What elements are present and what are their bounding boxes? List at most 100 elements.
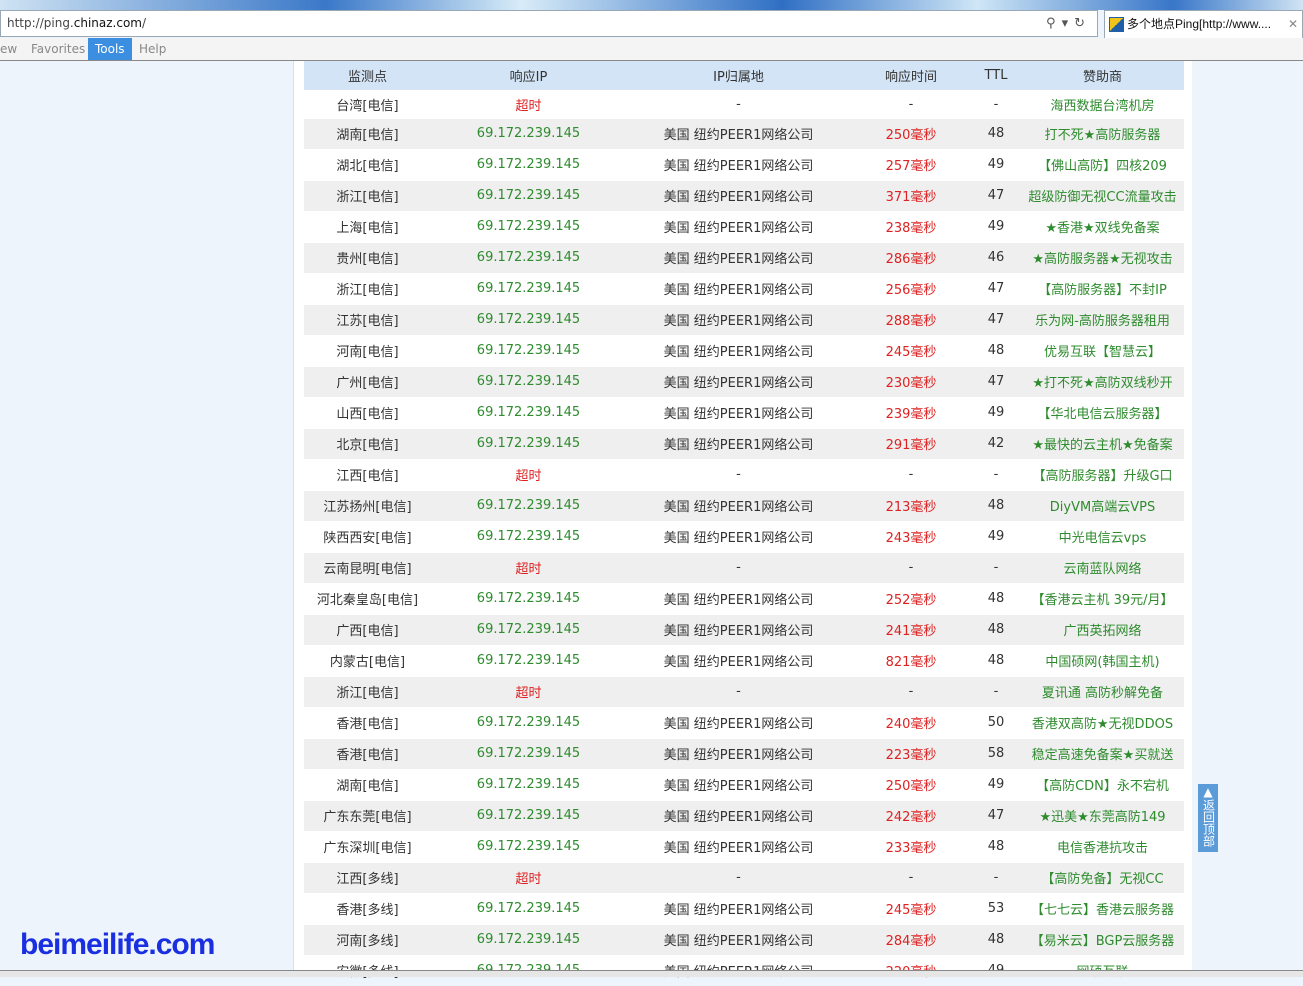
cell-location: 湖北[电信]: [304, 148, 431, 180]
cell-sponsor[interactable]: 【高防CDN】永不宕机: [1021, 768, 1184, 800]
cell-location: 河南[多线]: [304, 923, 431, 955]
menu-view[interactable]: ew: [0, 42, 18, 56]
cell-sponsor[interactable]: 中国硕网(韩国主机): [1021, 644, 1184, 676]
menu-tools[interactable]: Tools: [88, 38, 132, 60]
cell-ttl: 48: [971, 489, 1021, 521]
cell-response-time: 371毫秒: [851, 179, 971, 211]
cell-ttl: 47: [971, 365, 1021, 397]
cell-ip: 超时: [431, 89, 626, 118]
cell-ttl: 48: [971, 582, 1021, 614]
menu-favorites[interactable]: Favorites: [31, 42, 86, 56]
cell-sponsor[interactable]: 【七七云】香港云服务器: [1021, 892, 1184, 924]
cell-sponsor[interactable]: 稳定高速免备案★买就送: [1021, 737, 1184, 769]
cell-location: 香港[电信]: [304, 706, 431, 738]
cell-response-time: 242毫秒: [851, 799, 971, 831]
cell-sponsor[interactable]: 电信香港抗攻击: [1021, 830, 1184, 862]
cell-sponsor[interactable]: 优易互联【智慧云】: [1021, 334, 1184, 366]
tab-title: 多个地点Ping[http://www....: [1127, 17, 1272, 31]
cell-sponsor[interactable]: 乐为网-高防服务器租用: [1021, 303, 1184, 335]
cell-location: 广西[电信]: [304, 613, 431, 645]
cell-response-time: 250毫秒: [851, 117, 971, 149]
browser-tab[interactable]: 多个地点Ping[http://www.... ✕: [1104, 10, 1303, 38]
cell-sponsor[interactable]: 【佛山高防】四核209: [1021, 148, 1184, 180]
cell-location: 浙江[电信]: [304, 272, 431, 304]
cell-ttl: -: [971, 89, 1021, 118]
cell-sponsor[interactable]: DiyVM高端云VPS: [1021, 489, 1184, 521]
cell-response-time: 284毫秒: [851, 923, 971, 955]
cell-location: 北京[电信]: [304, 427, 431, 459]
header-location: 监测点: [304, 61, 431, 90]
cell-location: 内蒙古[电信]: [304, 644, 431, 676]
cell-sponsor[interactable]: ★迅美★东莞高防149: [1021, 799, 1184, 831]
cell-sponsor[interactable]: 香港双高防★无视DDOS: [1021, 706, 1184, 738]
cell-sponsor[interactable]: 超级防御无视CC流量攻击: [1021, 179, 1184, 211]
cell-response-time: 245毫秒: [851, 334, 971, 366]
cell-ip: 69.172.239.145: [431, 427, 626, 459]
cell-sponsor[interactable]: ★香港★双线免备案: [1021, 210, 1184, 242]
cell-sponsor[interactable]: 打不死★高防服务器: [1021, 117, 1184, 149]
table-row: 广东深圳[电信] 69.172.239.145 美国 纽约PEER1网络公司 233毫…: [304, 830, 1184, 862]
table-row: 江苏扬州[电信] 69.172.239.145 美国 纽约PEER1网络公司 213毫…: [304, 489, 1184, 521]
cell-ip: 69.172.239.145: [431, 923, 626, 955]
cell-sponsor[interactable]: ★最快的云主机★免备案: [1021, 427, 1184, 459]
dropdown-icon[interactable]: ▾: [1061, 16, 1075, 31]
cell-response-time: 241毫秒: [851, 613, 971, 645]
cell-sponsor[interactable]: 【高防服务器】升级G口: [1021, 458, 1184, 490]
cell-response-time: 257毫秒: [851, 148, 971, 180]
cell-location: 浙江[电信]: [304, 675, 431, 707]
table-row: 河北秦皇岛[电信] 69.172.239.145 美国 纽约PEER1网络公司 252…: [304, 582, 1184, 614]
cell-sponsor[interactable]: 【高防免备】无视CC: [1021, 861, 1184, 893]
table-row: 上海[电信] 69.172.239.145 美国 纽约PEER1网络公司 238毫秒 4…: [304, 210, 1184, 242]
table-row: 贵州[电信] 69.172.239.145 美国 纽约PEER1网络公司 286毫秒 4…: [304, 241, 1184, 273]
cell-response-time: 252毫秒: [851, 582, 971, 614]
cell-ip: 69.172.239.145: [431, 830, 626, 862]
back-to-top-button[interactable]: ▲ 返回顶部: [1198, 784, 1218, 852]
cell-response-time: 238毫秒: [851, 210, 971, 242]
cell-ip: 超时: [431, 861, 626, 893]
cell-ip-location: 美国 纽约PEER1网络公司: [626, 892, 851, 924]
table-row: 广州[电信] 69.172.239.145 美国 纽约PEER1网络公司 230毫秒 4…: [304, 365, 1184, 397]
cell-sponsor[interactable]: 【易米云】BGP云服务器: [1021, 923, 1184, 955]
cell-sponsor[interactable]: 云南蓝队网络: [1021, 551, 1184, 583]
cell-ip-location: 美国 纽约PEER1网络公司: [626, 179, 851, 211]
cell-sponsor[interactable]: 夏讯通 高防秒解免备: [1021, 675, 1184, 707]
back-to-top-label: 返回顶部: [1201, 799, 1216, 847]
cell-ttl: 49: [971, 148, 1021, 180]
table-row: 广西[电信] 69.172.239.145 美国 纽约PEER1网络公司 241毫秒 4…: [304, 613, 1184, 645]
cell-ip: 69.172.239.145: [431, 520, 626, 552]
cell-ttl: 49: [971, 396, 1021, 428]
cell-ttl: 48: [971, 830, 1021, 862]
cell-sponsor[interactable]: ★高防服务器★无视攻击: [1021, 241, 1184, 273]
cell-ip: 69.172.239.145: [431, 303, 626, 335]
close-tab-icon[interactable]: ✕: [1287, 17, 1298, 31]
cell-location: 山西[电信]: [304, 396, 431, 428]
cell-sponsor[interactable]: 中光电信云vps: [1021, 520, 1184, 552]
cell-ttl: 48: [971, 334, 1021, 366]
table-row: 河南[多线] 69.172.239.145 美国 纽约PEER1网络公司 284毫秒 4…: [304, 923, 1184, 955]
cell-ip: 69.172.239.145: [431, 582, 626, 614]
cell-ttl: 42: [971, 427, 1021, 459]
cell-sponsor[interactable]: 海西数据台湾机房: [1021, 89, 1184, 118]
refresh-icon[interactable]: ↻: [1074, 16, 1091, 31]
cell-sponsor[interactable]: ★打不死★高防双线秒开: [1021, 365, 1184, 397]
cell-location: 浙江[电信]: [304, 179, 431, 211]
table-row: 河南[电信] 69.172.239.145 美国 纽约PEER1网络公司 245毫秒 4…: [304, 334, 1184, 366]
cell-ip-location: 美国 纽约PEER1网络公司: [626, 396, 851, 428]
cell-ip-location: 美国 纽约PEER1网络公司: [626, 582, 851, 614]
cell-sponsor[interactable]: 【华北电信云服务器】: [1021, 396, 1184, 428]
table-row: 江西[多线] 超时 - - - 【高防免备】无视CC: [304, 861, 1184, 893]
menu-help[interactable]: Help: [139, 42, 167, 56]
cell-sponsor[interactable]: 广西英拓网络: [1021, 613, 1184, 645]
cell-sponsor[interactable]: 【高防服务器】不封IP: [1021, 272, 1184, 304]
cell-location: 河北秦皇岛[电信]: [304, 582, 431, 614]
search-icon[interactable]: ⚲: [1046, 16, 1062, 31]
cell-ttl: -: [971, 675, 1021, 707]
table-row: 湖南[电信] 69.172.239.145 美国 纽约PEER1网络公司 250毫秒 4…: [304, 117, 1184, 149]
cell-location: 江苏[电信]: [304, 303, 431, 335]
horizontal-scrollbar[interactable]: [0, 970, 1303, 977]
cell-sponsor[interactable]: 【香港云主机 39元/月】: [1021, 582, 1184, 614]
address-bar[interactable]: http://ping.chinaz.com/ ⚲▾↻: [0, 10, 1098, 37]
cell-ip-location: 美国 纽约PEER1网络公司: [626, 923, 851, 955]
cell-ttl: -: [971, 458, 1021, 490]
cell-ip: 69.172.239.145: [431, 644, 626, 676]
